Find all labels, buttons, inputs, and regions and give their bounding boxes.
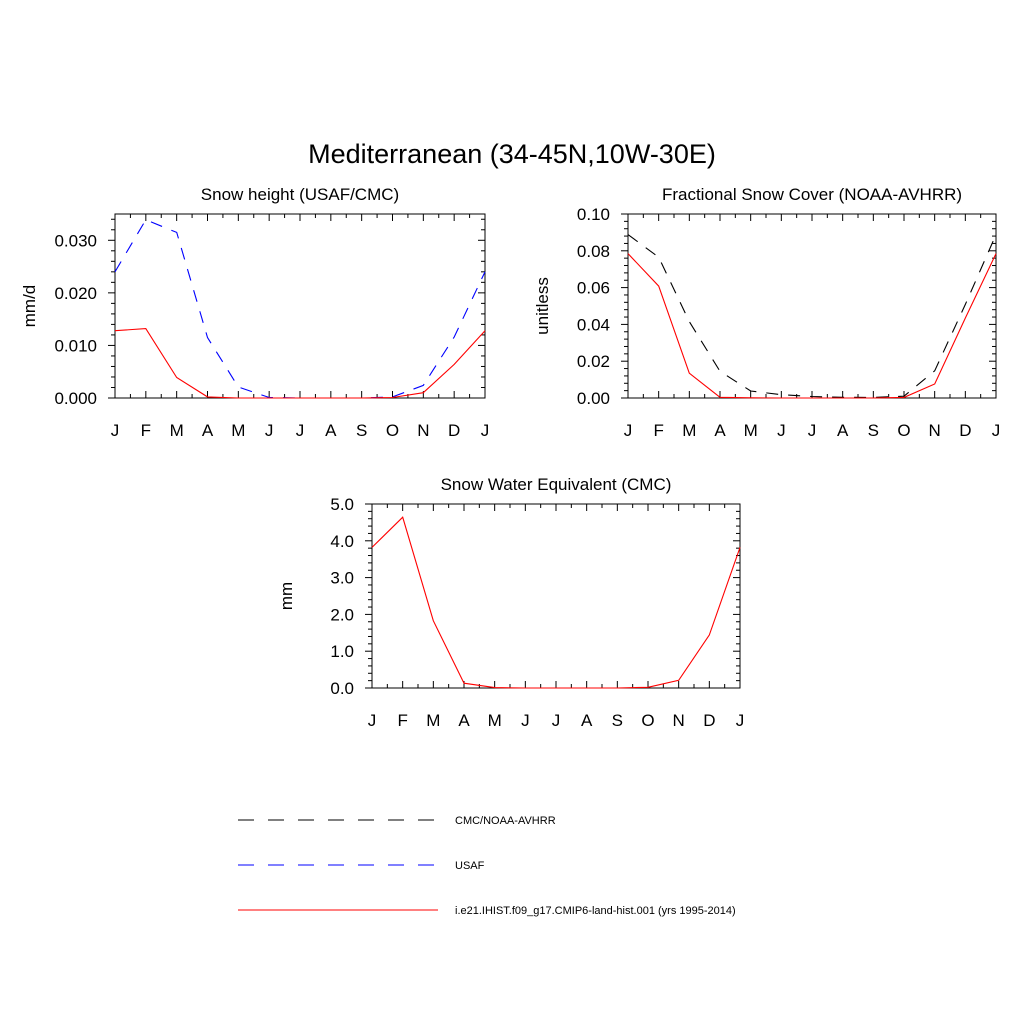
y-tick-label: 0.000 bbox=[54, 389, 97, 408]
x-tick-label: F bbox=[397, 711, 407, 730]
x-tick-label: O bbox=[641, 711, 654, 730]
x-tick-label: J bbox=[808, 421, 817, 440]
y-tick-label: 0.020 bbox=[54, 284, 97, 303]
y-tick-label: 0.00 bbox=[577, 389, 610, 408]
x-tick-label: M bbox=[170, 421, 184, 440]
x-tick-label: M bbox=[426, 711, 440, 730]
y-tick-label: 0.04 bbox=[577, 315, 610, 334]
y-tick-label: 3.0 bbox=[330, 569, 354, 588]
chart-snow-height: Snow height (USAF/CMC)mm/dJ F M A M J J A S O N D J0… bbox=[20, 185, 489, 440]
x-tick-label: M bbox=[682, 421, 696, 440]
x-tick-label: J bbox=[777, 421, 786, 440]
x-tick-label: O bbox=[897, 421, 910, 440]
chart-swe: Snow Water Equivalent (CMC)mmJ F M A M J J A S O N… bbox=[277, 475, 744, 730]
x-tick-label: J bbox=[992, 421, 1001, 440]
x-tick-label: A bbox=[581, 711, 593, 730]
x-tick-label: J bbox=[368, 711, 377, 730]
x-tick-label: N bbox=[929, 421, 941, 440]
plot-frame bbox=[371, 503, 741, 689]
legend: CMC/NOAA-AVHRR USAF i.e21.IHIST.f09_g17.CM… bbox=[238, 815, 736, 917]
main-title: Mediterranean (34-45N,10W-30E) bbox=[308, 139, 716, 169]
x-tick-label: A bbox=[458, 711, 470, 730]
x-tick-label: J bbox=[521, 711, 530, 730]
y-tick-label: 0.030 bbox=[54, 231, 97, 250]
x-tick-label: D bbox=[448, 421, 460, 440]
y-tick-label: 4.0 bbox=[330, 532, 354, 551]
series-line-0000ff bbox=[114, 219, 486, 399]
y-axis-label: mm bbox=[277, 582, 296, 610]
x-tick-label: J bbox=[552, 711, 561, 730]
chart-title: Fractional Snow Cover (NOAA-AVHRR) bbox=[662, 185, 962, 204]
y-tick-label: 0.02 bbox=[577, 352, 610, 371]
legend-label: i.e21.IHIST.f09_g17.CMIP6-land-hist.001 … bbox=[455, 905, 736, 917]
plot-frame bbox=[114, 213, 486, 399]
x-tick-label: A bbox=[325, 421, 337, 440]
chart-title: Snow Water Equivalent (CMC) bbox=[441, 475, 672, 494]
y-tick-label: 0.0 bbox=[330, 679, 354, 698]
x-tick-label: D bbox=[703, 711, 715, 730]
x-tick-label: N bbox=[417, 421, 429, 440]
x-tick-label: F bbox=[653, 421, 663, 440]
y-axis-label: mm/d bbox=[20, 285, 39, 328]
y-tick-label: 2.0 bbox=[330, 605, 354, 624]
x-tick-label: A bbox=[714, 421, 726, 440]
x-tick-label: M bbox=[744, 421, 758, 440]
x-tick-label: F bbox=[141, 421, 151, 440]
x-tick-label: J bbox=[736, 711, 745, 730]
y-tick-label: 1.0 bbox=[330, 642, 354, 661]
y-tick-label: 0.06 bbox=[577, 279, 610, 298]
series-line-ff0000 bbox=[627, 253, 997, 399]
x-tick-label: J bbox=[624, 421, 633, 440]
series-line-ff0000 bbox=[371, 516, 741, 689]
y-tick-label: 5.0 bbox=[330, 495, 354, 514]
x-tick-label: S bbox=[868, 421, 879, 440]
y-tick-label: 0.08 bbox=[577, 242, 610, 261]
x-tick-label: J bbox=[296, 421, 305, 440]
chart-snow-cover: Fractional Snow Cover (NOAA-AVHRR) unitle… bbox=[533, 185, 1000, 440]
y-axis-label: unitless bbox=[533, 277, 552, 335]
legend-label: CMC/NOAA-AVHRR bbox=[455, 815, 556, 827]
x-tick-label: A bbox=[202, 421, 214, 440]
series-line-000000 bbox=[627, 234, 997, 398]
legend-label: USAF bbox=[455, 860, 485, 872]
x-tick-label: S bbox=[612, 711, 623, 730]
x-tick-label: D bbox=[959, 421, 971, 440]
x-tick-label: J bbox=[111, 421, 120, 440]
chart-title: Snow height (USAF/CMC) bbox=[201, 185, 399, 204]
x-tick-label: M bbox=[488, 711, 502, 730]
x-tick-label: O bbox=[386, 421, 399, 440]
x-tick-label: N bbox=[673, 711, 685, 730]
x-tick-label: S bbox=[356, 421, 367, 440]
series-line-ff0000 bbox=[114, 328, 486, 399]
y-tick-label: 0.010 bbox=[54, 336, 97, 355]
x-tick-label: J bbox=[481, 421, 490, 440]
x-tick-label: A bbox=[837, 421, 849, 440]
x-tick-label: J bbox=[265, 421, 274, 440]
x-tick-label: M bbox=[231, 421, 245, 440]
y-tick-label: 0.10 bbox=[577, 205, 610, 224]
